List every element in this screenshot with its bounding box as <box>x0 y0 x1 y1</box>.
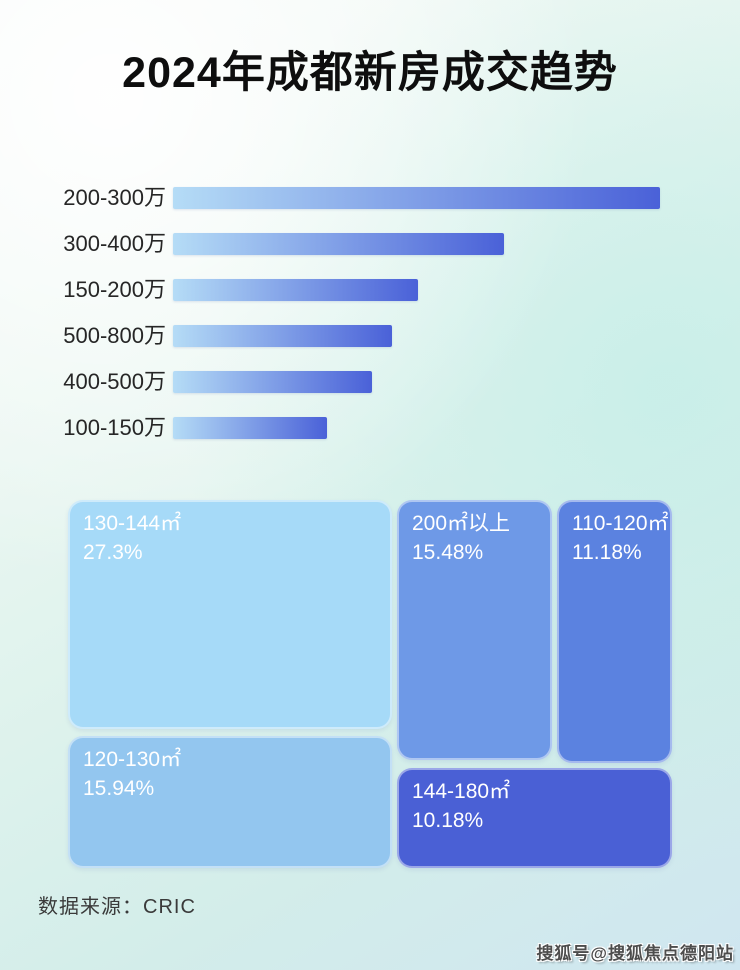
treemap-block-label: 110-120㎡ <box>572 512 669 535</box>
price-range-bar-chart: 200-300万 300-400万 150-200万 500-800万 400-500万… <box>0 0 740 470</box>
bar-category-label: 200-300万 <box>63 185 166 210</box>
bar <box>173 233 504 255</box>
bar-category-label: 300-400万 <box>63 231 166 256</box>
bar-category-label: 150-200万 <box>63 277 166 302</box>
bar <box>173 417 327 439</box>
treemap-block-label: 130-144㎡ <box>83 512 182 535</box>
bar <box>173 325 392 347</box>
treemap-block: 200㎡以上 15.48% <box>397 500 552 760</box>
bar-category-label: 100-150万 <box>63 415 166 440</box>
bar <box>173 371 372 393</box>
treemap-block-label: 120-130㎡ <box>83 748 182 771</box>
bar <box>173 279 418 301</box>
treemap-block: 120-130㎡ 15.94% <box>68 736 392 868</box>
bar-row: 300-400万 <box>0 233 740 255</box>
treemap-block: 130-144㎡ 27.3% <box>68 500 392 729</box>
data-source-note: 数据来源：CRIC <box>38 896 196 918</box>
treemap-block: 144-180㎡ 10.18% <box>397 768 672 868</box>
treemap-block-value: 15.48% <box>412 541 484 564</box>
watermark-text: 搜狐号@搜狐焦点德阳站 <box>536 944 734 963</box>
bar-row: 200-300万 <box>0 187 740 209</box>
bar-row: 500-800万 <box>0 325 740 347</box>
bar <box>173 187 660 209</box>
treemap-block-value: 27.3% <box>83 541 143 564</box>
bar-category-label: 500-800万 <box>63 323 166 348</box>
treemap-block-value: 15.94% <box>83 777 155 800</box>
treemap-block-label: 144-180㎡ <box>412 780 511 803</box>
treemap-block-value: 11.18% <box>572 541 642 564</box>
bar-category-label: 400-500万 <box>63 369 166 394</box>
bar-row: 400-500万 <box>0 371 740 393</box>
page-title: 2024年成都新房成交趋势 <box>122 49 618 97</box>
treemap-block: 110-120㎡ 11.18% <box>557 500 672 763</box>
treemap-block-value: 10.18% <box>412 809 484 832</box>
bar-row: 100-150万 <box>0 417 740 439</box>
bar-row: 150-200万 <box>0 279 740 301</box>
treemap-block-label: 200㎡以上 <box>412 512 511 535</box>
